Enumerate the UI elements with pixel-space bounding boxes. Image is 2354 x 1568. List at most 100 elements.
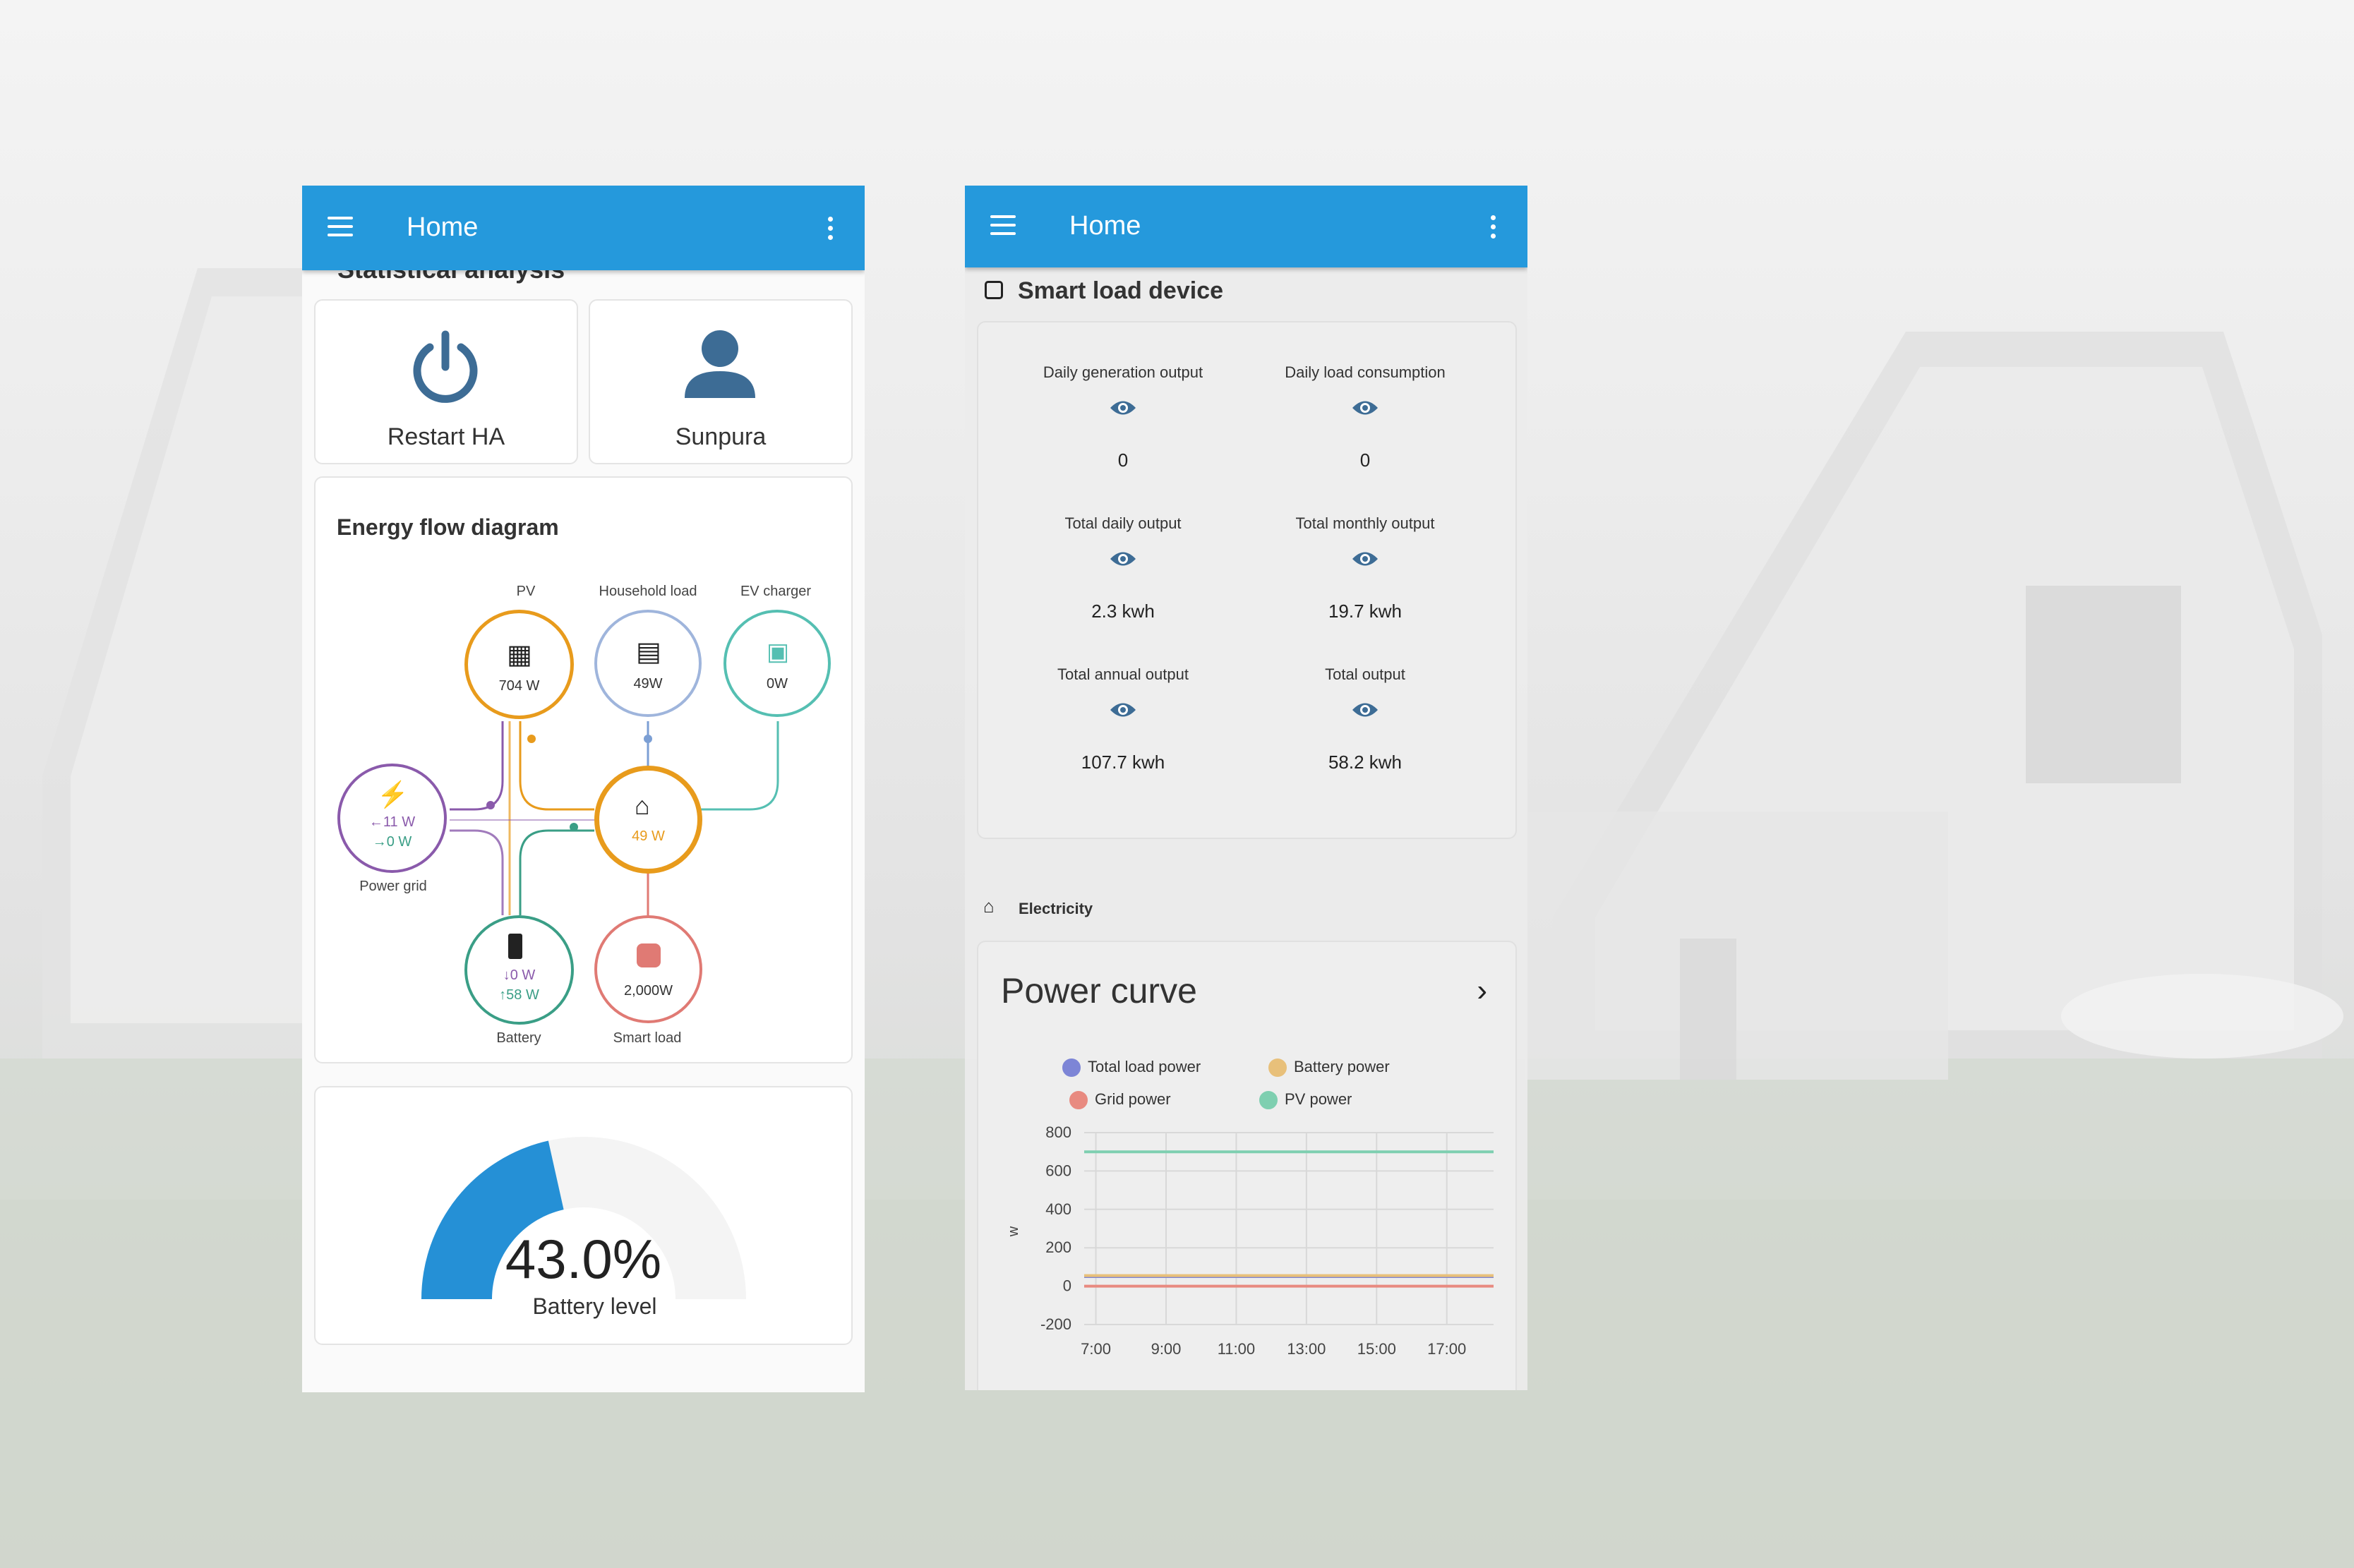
- y-tick-label: 0: [1063, 1277, 1071, 1295]
- app-title: Home: [407, 212, 479, 242]
- smart-load-stats-card: Daily generation output 0 Daily load consu…: [977, 321, 1517, 839]
- stat-label: Daily load consumption: [1285, 363, 1446, 381]
- socket-icon: [637, 943, 661, 967]
- legend-label: PV power: [1285, 1090, 1352, 1108]
- smart-load-device-title: Smart load device: [1018, 277, 1224, 304]
- x-tick-label: 7:00: [1081, 1340, 1111, 1358]
- battery-icon: [508, 934, 522, 959]
- smart-load-value: 2,000W: [624, 983, 673, 999]
- stat-value: 58.2 kwh: [1328, 752, 1403, 773]
- battery-charge-value: ↑58 W: [499, 987, 539, 1003]
- battery-discharge-value: ↓0 W: [503, 967, 536, 983]
- y-axis-label: w: [1006, 1226, 1021, 1237]
- home-icon: ⌂: [635, 791, 650, 820]
- user-sunpura-button[interactable]: Sunpura: [589, 299, 853, 464]
- eye-icon[interactable]: [1109, 701, 1137, 719]
- battery-gauge: [421, 1137, 746, 1299]
- ev-charger-node[interactable]: ▣ 0W: [723, 610, 831, 717]
- power-curve-title: Power curve: [1001, 971, 1197, 1011]
- stat-label: Total daily output: [1064, 514, 1182, 532]
- restart-ha-label: Restart HA: [387, 423, 505, 450]
- legend-item[interactable]: PV power: [1259, 1090, 1352, 1110]
- more-options-icon[interactable]: [828, 217, 834, 244]
- ev-charger-label: EV charger: [740, 584, 812, 599]
- eye-icon[interactable]: [1351, 399, 1379, 417]
- pv-label: PV: [516, 584, 536, 599]
- transmission-tower-icon: ⚡: [377, 780, 409, 809]
- stat-value: 0: [1359, 450, 1371, 471]
- legend-swatch: [1268, 1059, 1287, 1078]
- power-curve-card: Power curve › Total load power Battery po…: [977, 941, 1517, 1390]
- x-tick-label: 11:00: [1218, 1340, 1255, 1358]
- user-icon: [685, 330, 755, 398]
- legend-swatch: [1062, 1059, 1081, 1078]
- power-curve-chart: 800 600 400 200 0 -200 7:00 9:00 11:00 13:00 15:00…: [1006, 1123, 1494, 1358]
- menu-icon[interactable]: [328, 217, 353, 238]
- legend-item[interactable]: Grid power: [1069, 1090, 1171, 1110]
- eye-icon[interactable]: [1109, 399, 1137, 417]
- pv-value: 704 W: [498, 678, 540, 694]
- y-tick-label: 200: [1045, 1238, 1071, 1256]
- stat-label: Total annual output: [1057, 665, 1189, 683]
- legend-swatch: [1069, 1091, 1088, 1110]
- battery-label: Battery: [496, 1030, 541, 1046]
- x-tick-label: 15:00: [1357, 1340, 1396, 1358]
- user-name-label: Sunpura: [675, 423, 767, 450]
- menu-icon[interactable]: [990, 215, 1016, 236]
- appliance-icon: ▤: [636, 637, 661, 667]
- battery-level-card: 43.0% Battery level: [314, 1086, 853, 1345]
- electricity-title: Electricity: [1019, 900, 1093, 917]
- right-phone-screen: Home Smart load device Daily generation …: [965, 186, 1527, 1390]
- stat-value: 19.7 kwh: [1328, 601, 1403, 622]
- household-load-label: Household load: [599, 584, 697, 599]
- y-tick-label: 400: [1045, 1200, 1071, 1218]
- app-bar: Home: [302, 186, 865, 270]
- eye-icon[interactable]: [1351, 550, 1379, 568]
- legend-label: Battery power: [1294, 1058, 1390, 1075]
- eye-icon[interactable]: [1109, 550, 1137, 568]
- y-tick-label: 800: [1045, 1123, 1071, 1141]
- x-tick-label: 13:00: [1287, 1340, 1326, 1358]
- power-icon: [413, 330, 478, 403]
- stat-value: 0: [1117, 450, 1129, 471]
- electricity-home-icon: ⌂: [983, 895, 995, 917]
- legend-label: Total load power: [1088, 1058, 1201, 1075]
- battery-node[interactable]: ↓0 W ↑58 W: [464, 915, 574, 1025]
- smart-load-label: Smart load: [613, 1030, 682, 1046]
- legend-swatch: [1259, 1091, 1278, 1110]
- solar-panel-icon: ▦: [507, 640, 532, 670]
- restart-ha-button[interactable]: Restart HA: [314, 299, 578, 464]
- legend-item[interactable]: Battery power: [1268, 1058, 1390, 1078]
- grid-import-value: ←11 W: [368, 814, 416, 830]
- x-tick-label: 9:00: [1151, 1340, 1182, 1358]
- smart-load-device-icon: [985, 281, 1003, 299]
- stat-value: 2.3 kwh: [1091, 601, 1155, 622]
- home-node[interactable]: ⌂ 49 W: [594, 766, 702, 874]
- battery-percent: 43.0%: [505, 1228, 662, 1290]
- battery-level-label: Battery level: [532, 1293, 657, 1319]
- ev-charger-icon: ▣: [767, 639, 790, 665]
- stat-label: Daily generation output: [1043, 363, 1203, 381]
- power-grid-node[interactable]: ⚡ ←11 W →0 W: [337, 764, 447, 873]
- power-grid-label: Power grid: [359, 879, 427, 894]
- left-phone-screen: Home Statistical analysis Restart HA Sun…: [302, 186, 865, 1392]
- chevron-right-icon[interactable]: ›: [1477, 973, 1487, 1008]
- household-load-node[interactable]: ▤ 49W: [594, 610, 702, 717]
- stat-value: 107.7 kwh: [1081, 752, 1165, 773]
- home-value: 49 W: [632, 828, 665, 844]
- y-tick-label: -200: [1040, 1315, 1071, 1333]
- energy-flow-lines: [450, 721, 779, 915]
- app-title: Home: [1069, 211, 1141, 241]
- stat-label: Total monthly output: [1295, 514, 1435, 532]
- energy-flow-card: Energy flow diagram PV: [314, 476, 853, 1063]
- eye-icon[interactable]: [1351, 701, 1379, 719]
- legend-item[interactable]: Total load power: [1062, 1058, 1201, 1078]
- smart-load-node[interactable]: 2,000W: [594, 915, 702, 1023]
- ev-charger-value: 0W: [767, 676, 788, 692]
- grid-export-value: →0 W: [372, 834, 412, 850]
- legend-label: Grid power: [1095, 1090, 1171, 1108]
- y-tick-label: 600: [1045, 1162, 1071, 1179]
- household-load-value: 49W: [633, 676, 663, 692]
- pv-node[interactable]: ▦ 704 W: [464, 610, 574, 719]
- more-options-icon[interactable]: [1491, 215, 1496, 243]
